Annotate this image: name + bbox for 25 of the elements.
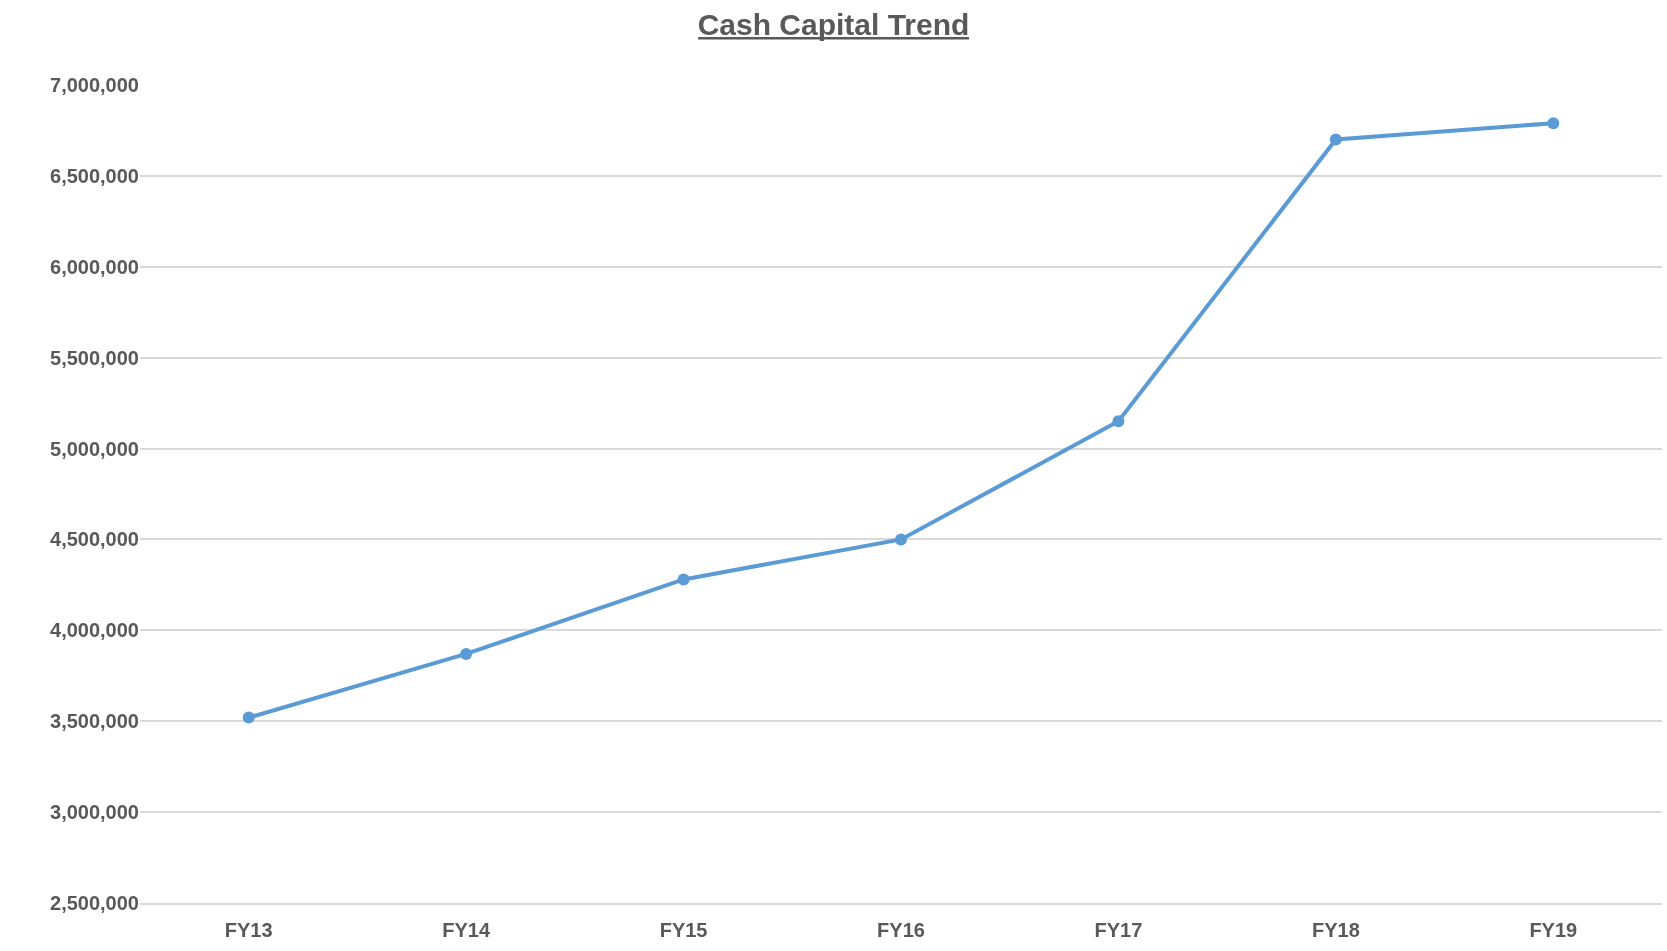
y-tick-label: 5,000,000 <box>50 437 139 460</box>
chart-title: Cash Capital Trend <box>697 8 970 42</box>
y-tick-label: 6,000,000 <box>50 255 139 278</box>
point <box>460 647 473 660</box>
x-tick-label: FY13 <box>224 918 273 941</box>
point <box>1112 415 1125 428</box>
y-tick-label: 3,500,000 <box>50 710 139 733</box>
y-tick-label: 6,500,000 <box>50 164 139 187</box>
x-tick-label: FY17 <box>1094 918 1143 941</box>
x-tick-label: FY19 <box>1529 918 1578 941</box>
y-tick-label: 2,500,000 <box>50 892 139 914</box>
point <box>677 573 690 586</box>
y-tick-label: 4,000,000 <box>50 619 139 642</box>
x-tick-label: FY16 <box>877 918 925 941</box>
y-tick-label: 4,500,000 <box>50 528 139 551</box>
point <box>1547 117 1560 130</box>
y-tick-label: 5,500,000 <box>50 346 139 369</box>
y-tick-label: 3,000,000 <box>50 801 139 824</box>
y-tick-label: 7,000,000 <box>50 74 139 96</box>
point <box>895 533 907 546</box>
x-tick-label: FY15 <box>659 918 708 941</box>
point <box>1329 133 1342 146</box>
x-tick-label: FY18 <box>1311 918 1360 941</box>
x-tick-label: FY14 <box>442 918 491 941</box>
point <box>242 711 255 724</box>
